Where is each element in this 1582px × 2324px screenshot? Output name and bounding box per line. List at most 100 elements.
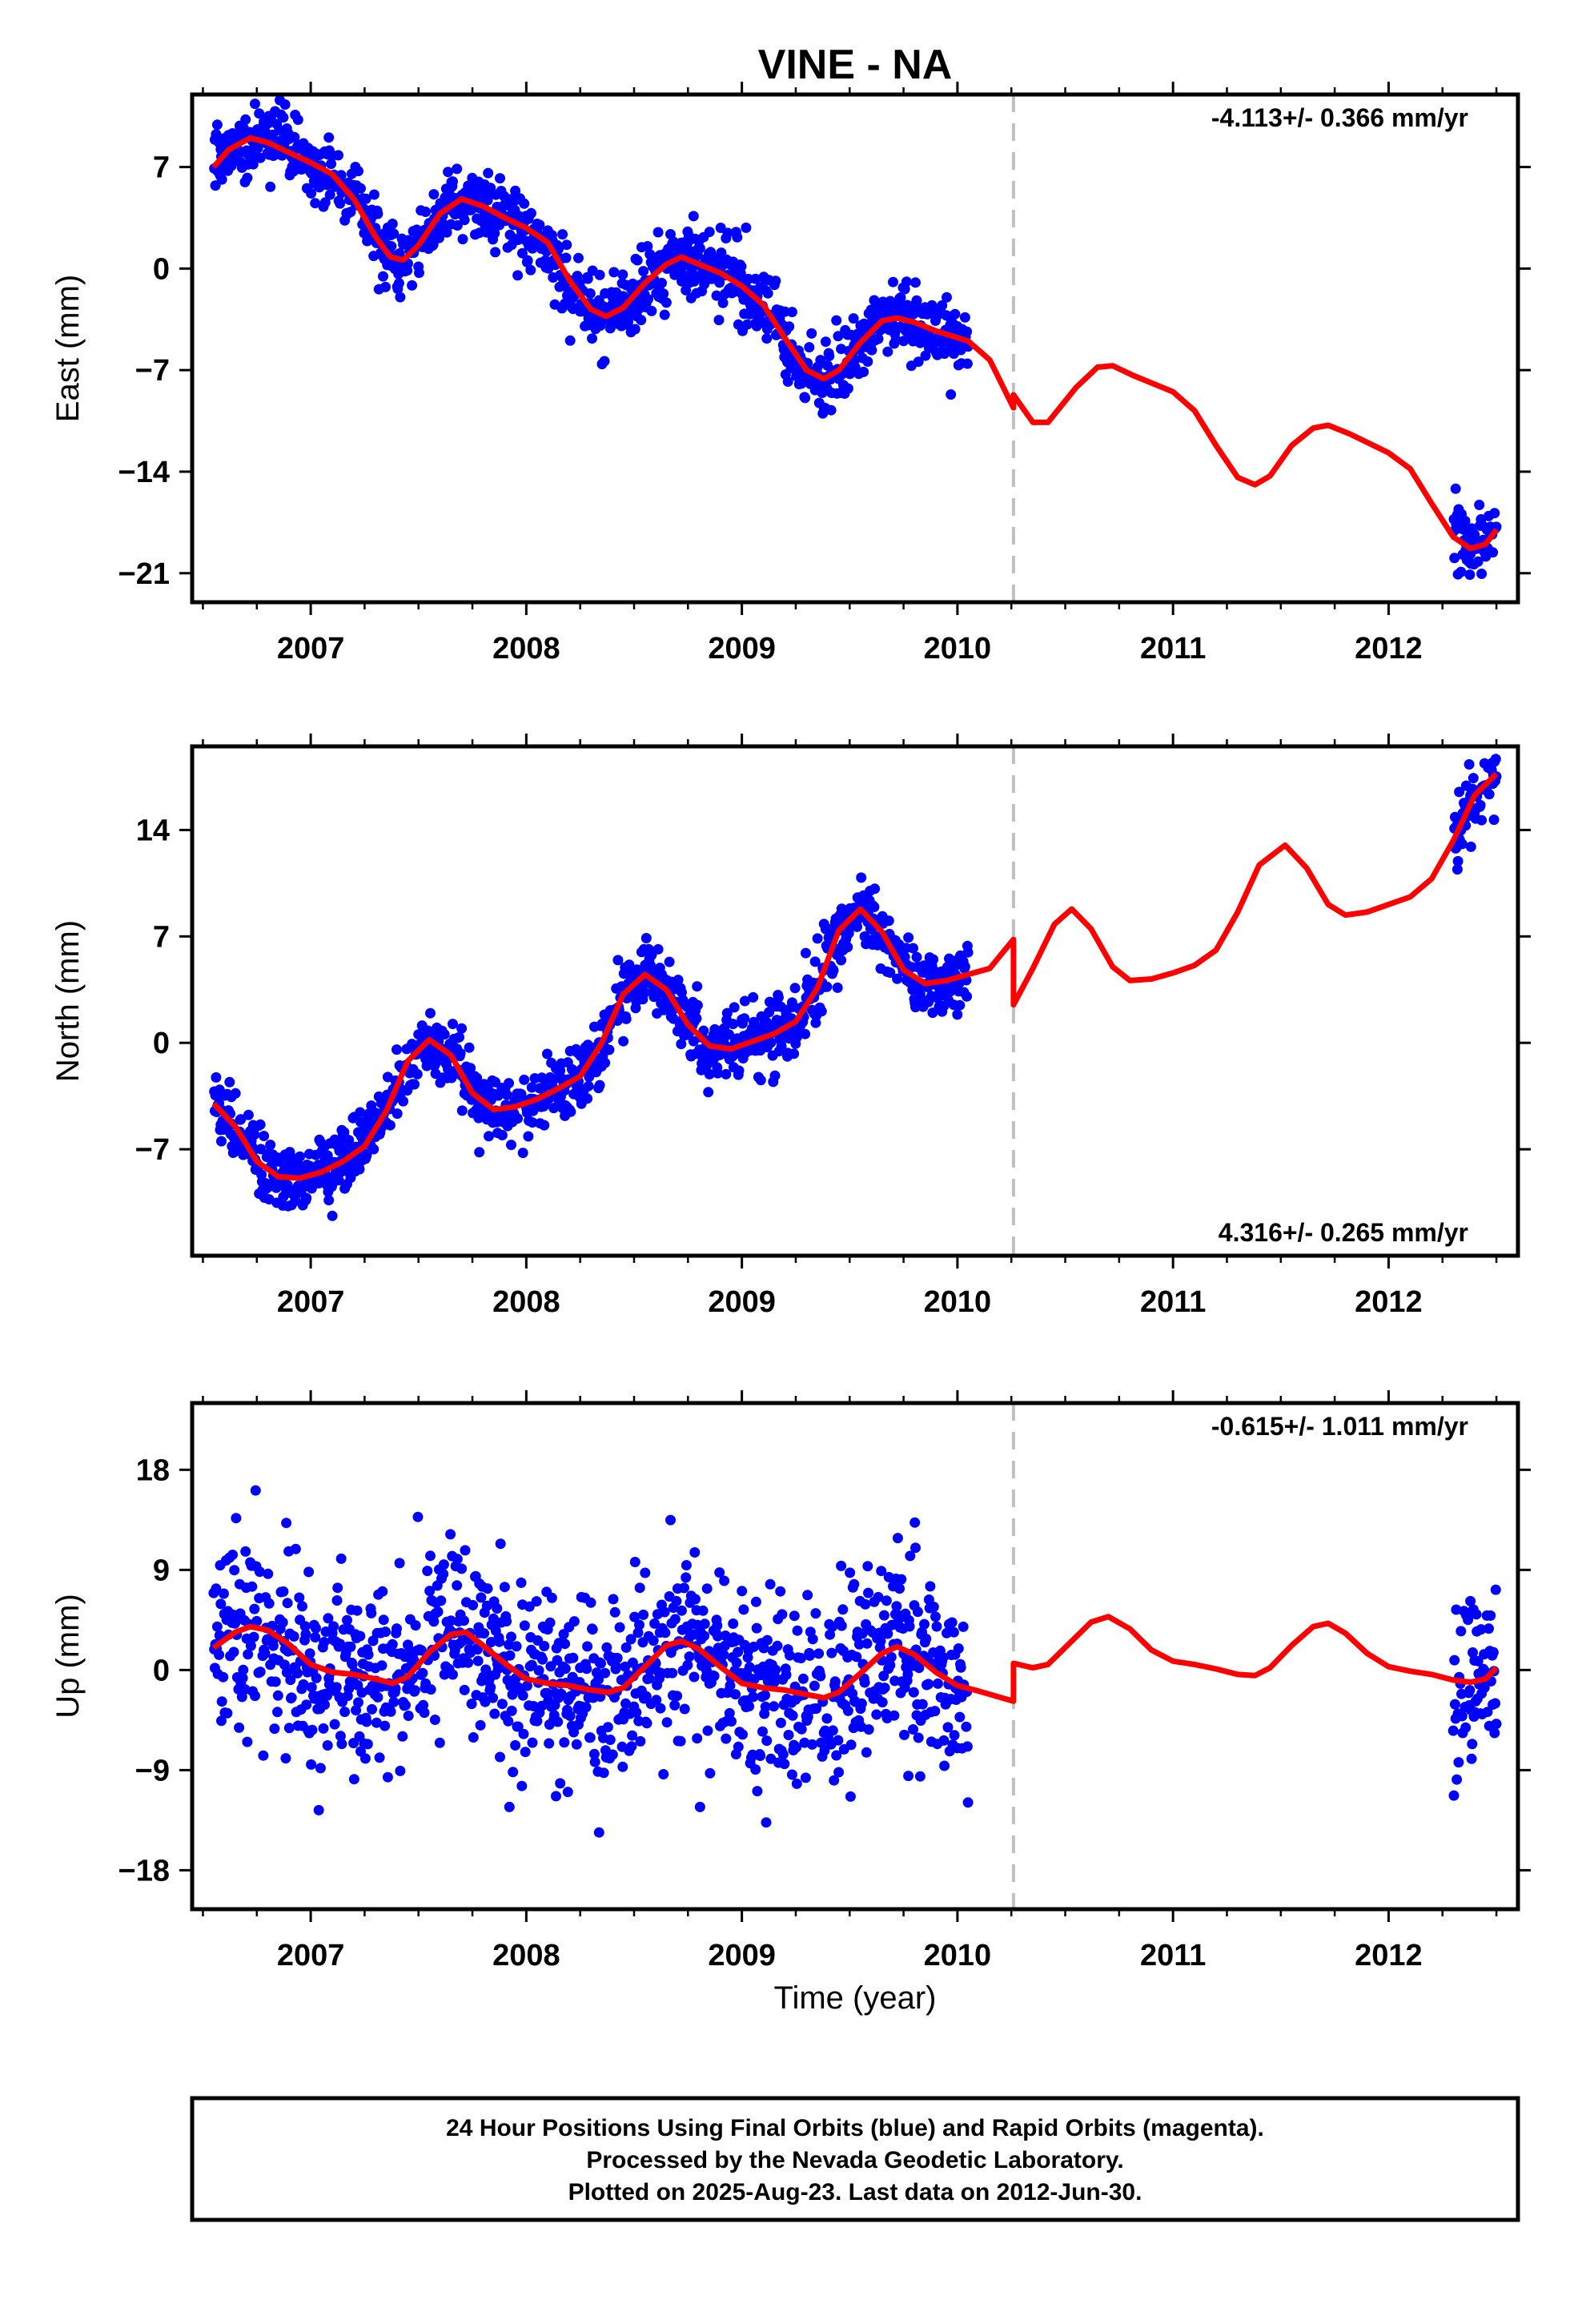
up-data-point — [501, 1616, 512, 1626]
up-data-point — [379, 1720, 391, 1731]
north-data-point — [1452, 864, 1463, 875]
up-data-point — [472, 1644, 483, 1655]
up-data-point — [231, 1513, 242, 1524]
up-data-point — [524, 1601, 535, 1612]
up-data-point — [684, 1651, 695, 1663]
up-data-point — [917, 1699, 928, 1710]
up-data-point — [697, 1605, 709, 1616]
up-data-point — [783, 1730, 794, 1740]
up-data-point — [903, 1771, 914, 1782]
up-data-point — [307, 1724, 318, 1735]
up-data-point — [833, 1767, 845, 1778]
east-data-point — [393, 278, 404, 289]
up-data-point — [589, 1756, 600, 1767]
up-model-curve — [211, 1614, 1499, 1704]
up-ytick-label: −9 — [135, 1754, 170, 1787]
north-data-point — [698, 1025, 709, 1036]
north-data-point — [640, 933, 652, 943]
up-data-point — [873, 1591, 884, 1602]
up-data-point — [434, 1737, 445, 1748]
up-data-point — [544, 1738, 555, 1749]
east-data-point — [1476, 569, 1488, 579]
up-data-point — [424, 1586, 436, 1597]
east-xtick-label: 2009 — [708, 632, 776, 665]
up-data-point — [311, 1622, 321, 1634]
north-data-point — [582, 1093, 593, 1104]
north-data-point — [565, 1106, 576, 1117]
east-data-point — [717, 297, 729, 308]
east-data-point — [306, 188, 317, 199]
up-data-point — [211, 1621, 223, 1632]
up-data-point — [428, 1616, 440, 1627]
east-data-point — [395, 292, 406, 303]
up-data-point — [436, 1595, 447, 1606]
east-data-point — [250, 99, 260, 110]
up-data-point — [769, 1701, 779, 1712]
up-data-point — [488, 1692, 499, 1703]
north-data-point — [704, 1068, 715, 1080]
up-data-point — [881, 1595, 892, 1606]
up-data-point — [331, 1595, 343, 1606]
up-data-point — [292, 1667, 303, 1679]
east-data-point — [242, 172, 253, 183]
up-data-point — [949, 1730, 960, 1741]
up-data-point — [568, 1652, 579, 1663]
north-data-point — [211, 1072, 222, 1083]
up-data-point — [962, 1741, 973, 1752]
up-data-point — [737, 1729, 748, 1740]
north-data-point — [484, 1131, 494, 1142]
up-data-point — [925, 1581, 936, 1592]
north-data-point — [739, 1013, 750, 1024]
up-data-point — [938, 1735, 950, 1746]
up-data-point — [556, 1688, 567, 1699]
up-data-point — [240, 1546, 251, 1557]
up-data-point — [587, 1624, 598, 1635]
up-data-point — [283, 1723, 295, 1734]
up-data-point — [608, 1594, 619, 1605]
up-data-point — [659, 1606, 670, 1618]
east-data-point — [659, 309, 670, 320]
east-data-point — [522, 255, 533, 266]
east-axis-ticks: 7 0 −7 −14 −21 2007 2008 2009 2010 2011 2012 — [118, 82, 1531, 665]
up-data-point — [445, 1529, 456, 1540]
east-data-point — [782, 376, 793, 387]
north-ytick-label: 0 — [153, 1027, 170, 1060]
up-data-point — [694, 1801, 705, 1812]
north-data-point — [496, 1130, 508, 1140]
up-data-point — [730, 1689, 741, 1700]
up-data-point — [593, 1674, 604, 1685]
up-data-point — [914, 1771, 926, 1782]
north-data-point — [512, 1113, 524, 1124]
up-data-point — [879, 1683, 890, 1694]
up-data-point — [362, 1739, 373, 1750]
up-data-point — [1467, 1739, 1478, 1750]
up-data-point — [682, 1659, 693, 1671]
north-data-point — [323, 1195, 335, 1206]
east-data-point — [1449, 553, 1460, 564]
up-data-point — [744, 1701, 755, 1712]
up-data-point — [955, 1662, 966, 1673]
up-data-point — [475, 1719, 486, 1731]
up-data-point — [775, 1717, 786, 1728]
up-data-point — [787, 1710, 798, 1721]
up-data-point — [216, 1696, 227, 1707]
east-data-point — [326, 159, 337, 170]
north-data-point — [928, 954, 939, 965]
north-data-point — [748, 991, 759, 1003]
north-data-point — [224, 1076, 235, 1088]
up-data-point — [910, 1542, 921, 1554]
up-y-axis-label: Up (mm) — [50, 1594, 86, 1719]
east-data-point — [656, 277, 667, 288]
footer-box: 24 Hour Positions Using Final Orbits (bl… — [190, 2096, 1520, 2222]
east-ytick-label: −14 — [118, 456, 170, 489]
north-data-point — [769, 1070, 781, 1081]
north-data-point — [596, 1019, 608, 1029]
up-data-point — [527, 1737, 538, 1748]
up-data-point — [250, 1485, 261, 1496]
east-data-point — [1488, 547, 1499, 558]
north-data-point — [832, 982, 843, 993]
east-data-point — [1460, 516, 1471, 526]
up-data-point — [311, 1672, 322, 1683]
up-data-point — [811, 1703, 822, 1714]
up-data-point — [815, 1671, 826, 1682]
